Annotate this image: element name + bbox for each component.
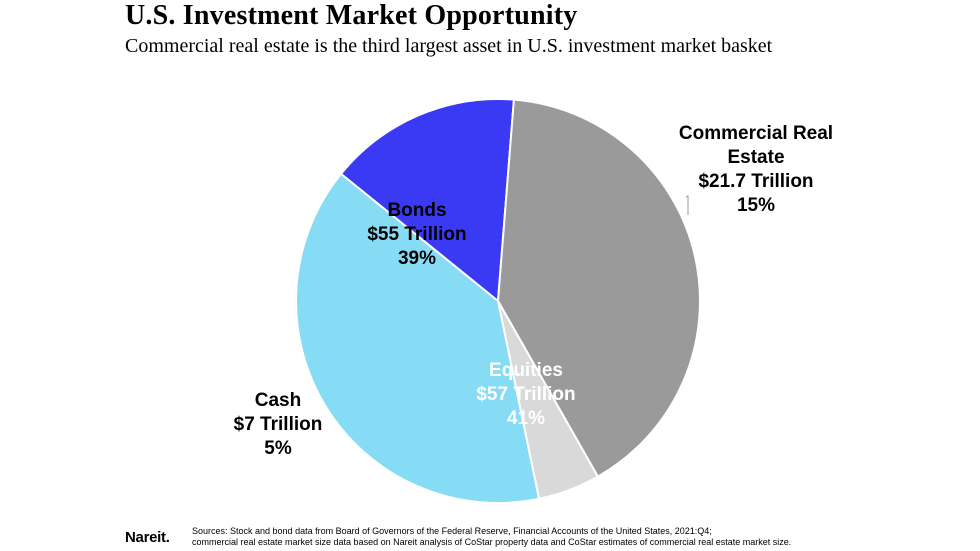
slice-label-line: Estate	[727, 147, 784, 168]
slice-label-line: 41%	[507, 408, 545, 429]
slice-label-line: $7 Trillion	[234, 414, 323, 435]
slice-label-line: $55 Trillion	[367, 224, 466, 245]
slice-label-line: 39%	[398, 248, 436, 269]
slice-label-line: Cash	[255, 390, 301, 411]
slice-label-line: 15%	[737, 195, 775, 216]
source-note-line-1: Sources: Stock and bond data from Board …	[192, 526, 712, 536]
slice-label-line: Equities	[489, 360, 563, 381]
pie-slice-commercial-real-estate	[339, 98, 516, 303]
source-note-line-2: commercial real estate market size data …	[192, 537, 792, 547]
pie-slice-equities	[496, 98, 701, 478]
slice-label-bonds: Bonds $55 Trillion 39%	[367, 200, 466, 269]
slice-label-cash: Cash $7 Trillion 5%	[234, 390, 323, 459]
slice-label-equities: Equities $57 Trillion 41%	[476, 360, 575, 429]
source-note: Sources: Stock and bond data from Board …	[192, 526, 892, 548]
pie-slice-bonds	[295, 172, 541, 504]
slice-label-commercial-real-estate: Commercial Real Estate $21.7 Trillion 15%	[679, 123, 833, 216]
nareit-logo: Nareit.	[125, 529, 170, 546]
label-leader-line	[685, 195, 689, 215]
page-subtitle: Commercial real estate is the third larg…	[125, 35, 773, 57]
slice-label-line: 5%	[264, 438, 292, 459]
slice-label-line: $57 Trillion	[476, 384, 575, 405]
slice-label-line: Bonds	[387, 200, 446, 221]
slice-label-line: $21.7 Trillion	[698, 171, 813, 192]
page-title: U.S. Investment Market Opportunity	[125, 0, 578, 31]
slice-label-line: Commercial Real	[679, 123, 833, 144]
